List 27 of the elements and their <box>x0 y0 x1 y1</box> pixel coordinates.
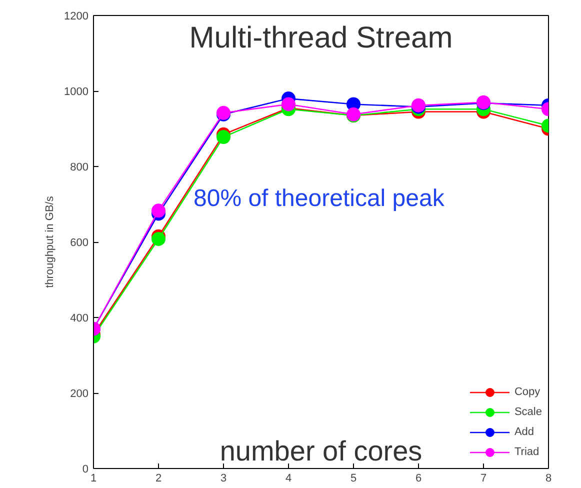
y-tick-label: 1000 <box>64 86 89 98</box>
x-tick-label: 8 <box>545 472 552 484</box>
x-tick-label: 2 <box>155 472 162 484</box>
y-tick-label: 800 <box>70 162 89 174</box>
x-axis-title: number of cores <box>220 436 422 466</box>
x-tick-label: 7 <box>480 472 487 484</box>
point <box>152 232 166 246</box>
x-tick-label: 4 <box>285 472 292 484</box>
x-tick-label: 3 <box>220 472 227 484</box>
x-tick-label: 1 <box>90 472 97 484</box>
y-tick-label: 1200 <box>64 10 89 22</box>
chart-title: Multi-thread Stream <box>189 22 453 54</box>
annotation: 80% of theoretical peak <box>194 185 446 212</box>
point <box>152 204 166 218</box>
legend-label: Copy <box>514 386 540 398</box>
y-tick-label: 400 <box>70 312 89 324</box>
point <box>282 97 296 112</box>
legend-label: Triad <box>514 446 540 458</box>
y-axis-title: throughput in GB/s <box>44 196 56 288</box>
legend-label: Scale <box>514 406 542 418</box>
y-tick-label: 200 <box>70 388 89 400</box>
y-tick-label: 0 <box>82 464 89 476</box>
point <box>216 130 230 144</box>
x-tick-label: 6 <box>415 472 422 484</box>
x-tick-label: 5 <box>350 472 357 484</box>
legend-label: Add <box>514 426 534 438</box>
y-tick-label: 600 <box>70 237 89 249</box>
